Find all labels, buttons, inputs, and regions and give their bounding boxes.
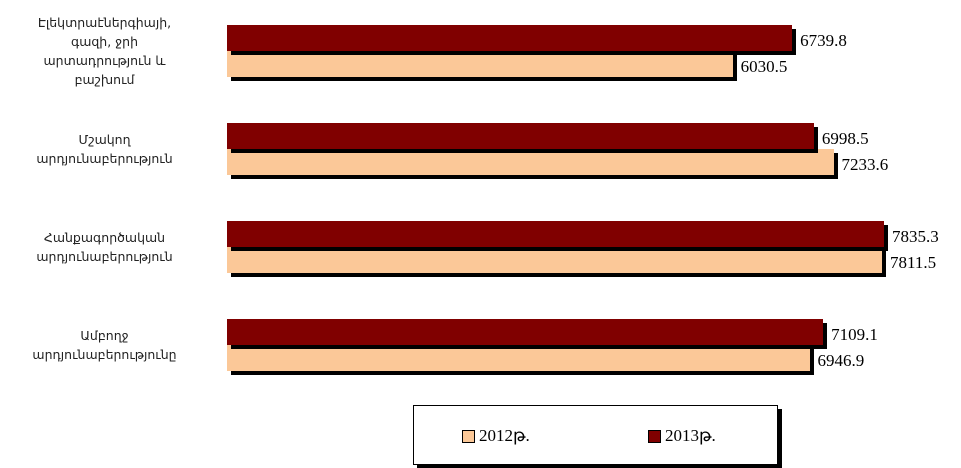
bar	[227, 319, 824, 345]
bar	[227, 221, 884, 247]
bar	[227, 247, 882, 273]
value-label: 7835.3	[892, 227, 939, 246]
bar	[227, 345, 810, 371]
legend-label: 2013թ.	[665, 426, 716, 445]
legend-label: 2012թ.	[479, 426, 530, 445]
legend-swatch	[462, 429, 475, 443]
bar	[227, 25, 793, 51]
category-label: Ամբողջ արդյունաբերությունը	[32, 328, 177, 362]
value-label: 6739.8	[800, 31, 847, 50]
value-label: 7109.1	[831, 325, 878, 344]
legend-swatch	[648, 429, 661, 443]
category-label: Հանքագործական արդյունաբերություն	[36, 230, 173, 264]
legend: 2012թ. 2013թ.	[413, 405, 778, 465]
legend-item: 2012թ.	[462, 426, 530, 446]
value-label: 6998.5	[821, 129, 869, 148]
value-label: 6946.9	[817, 351, 865, 370]
value-label: 7233.6	[841, 155, 889, 174]
bar	[227, 51, 733, 77]
category-label: Մշակող արդյունաբերություն	[36, 132, 173, 166]
category-label: Էլեկտրաէներգիայի, գազի, ջրի արտադրությու…	[37, 15, 172, 87]
bar	[227, 123, 814, 149]
value-label: 6030.5	[740, 57, 788, 76]
legend-item: 2013թ.	[648, 426, 716, 446]
bar	[227, 149, 834, 175]
value-label: 7811.5	[890, 253, 937, 272]
